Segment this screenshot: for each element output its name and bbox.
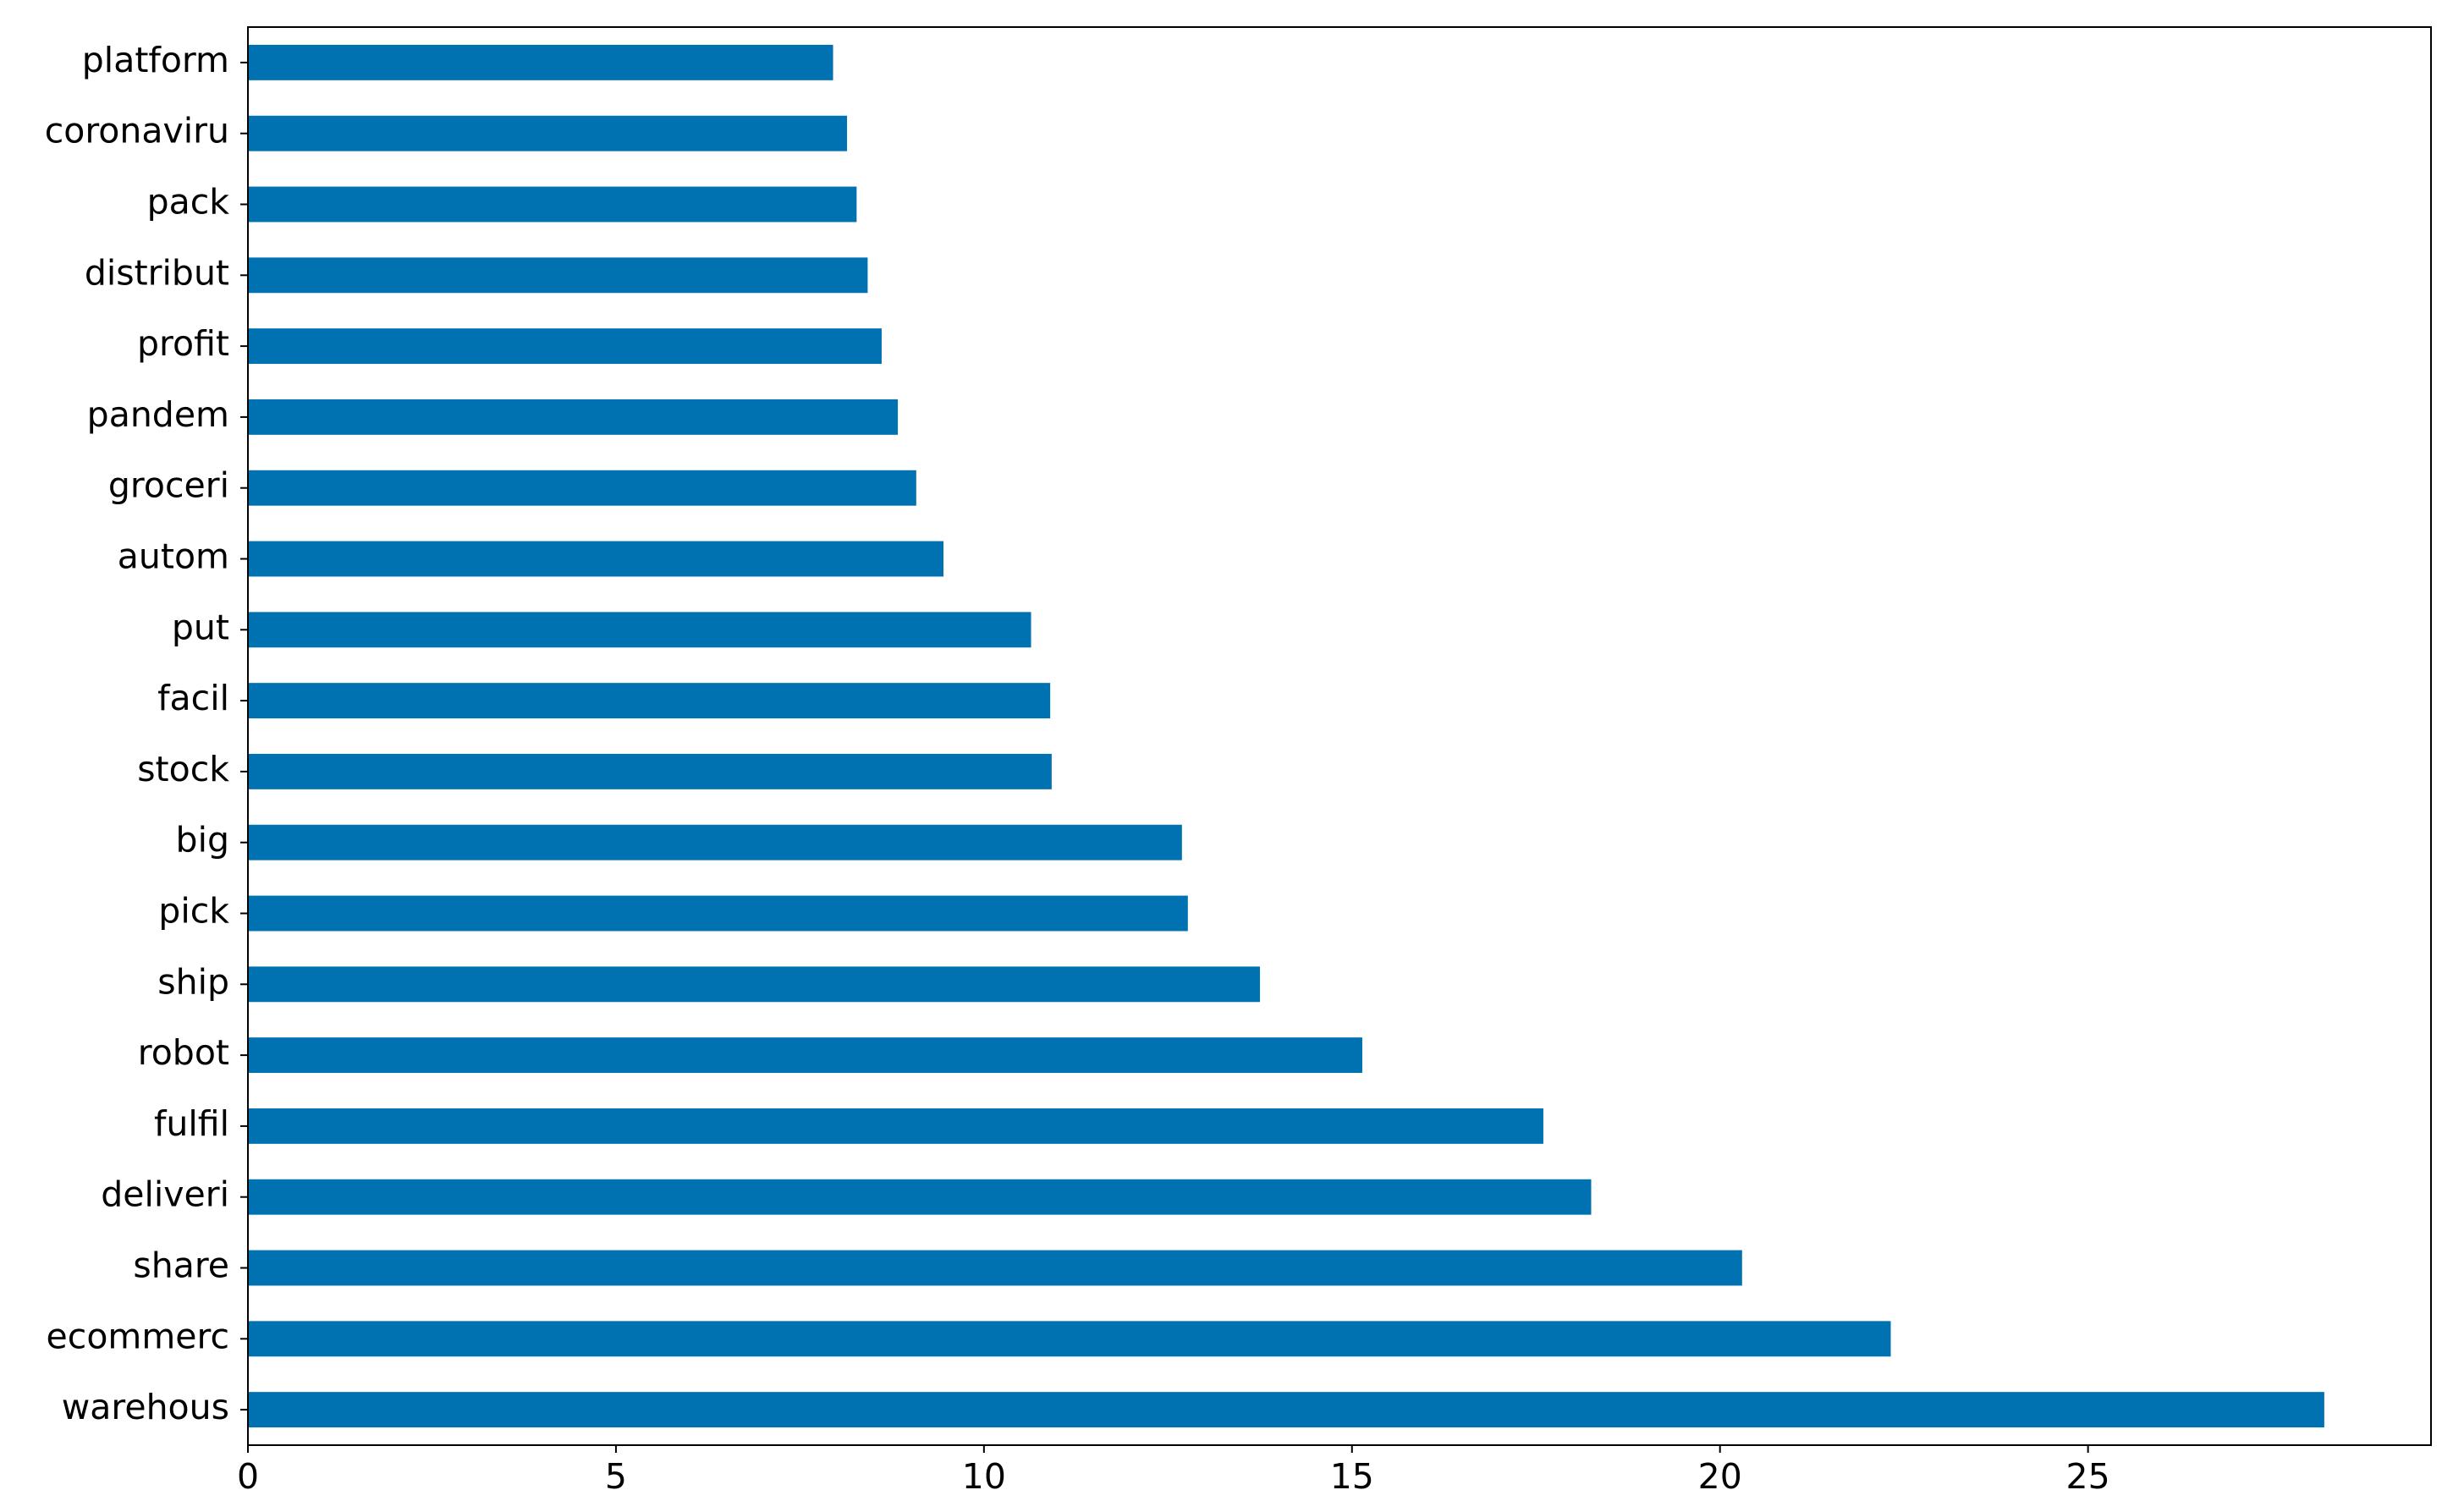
y-tick-label: profit <box>137 323 229 364</box>
x-tick-label: 15 <box>1330 1456 1374 1497</box>
bar <box>248 1392 2324 1428</box>
y-tick-label: coronaviru <box>45 111 229 151</box>
y-tick-label: facil <box>157 678 229 718</box>
bar <box>248 966 1261 1003</box>
bar <box>248 399 899 435</box>
y-tick-label: robot <box>138 1032 229 1073</box>
y-tick-label: ecommerc <box>47 1316 229 1356</box>
bar <box>248 753 1052 789</box>
bar <box>248 541 944 577</box>
y-tick-label: put <box>172 607 229 647</box>
y-tick-label: platform <box>82 40 229 80</box>
x-tick-label: 5 <box>605 1456 627 1497</box>
bar <box>248 683 1051 719</box>
bar <box>248 1179 1592 1215</box>
y-tick-label: deliveri <box>101 1174 229 1215</box>
bar <box>248 612 1031 648</box>
y-tick-label: fulfil <box>154 1103 229 1144</box>
bar <box>248 44 833 80</box>
y-tick-label: pandem <box>87 394 229 435</box>
bar <box>248 1321 1891 1357</box>
bar <box>248 1250 1742 1286</box>
y-tick-label: groceri <box>108 465 229 506</box>
x-tick-label: 0 <box>237 1456 259 1497</box>
y-tick-label: pack <box>147 182 230 223</box>
bar <box>248 895 1188 932</box>
y-tick-label: autom <box>118 536 229 577</box>
bar <box>248 1108 1543 1144</box>
bar <box>248 115 848 151</box>
bar <box>248 257 868 294</box>
x-tick-label: 10 <box>962 1456 1006 1497</box>
x-tick-label: 20 <box>1698 1456 1742 1497</box>
bar <box>248 1037 1362 1074</box>
bar <box>248 470 916 506</box>
bar <box>248 186 857 223</box>
y-tick-label: stock <box>137 749 229 789</box>
plot-frame <box>247 26 2432 1446</box>
y-tick-label: share <box>133 1245 229 1286</box>
y-tick-label: distribut <box>85 252 229 293</box>
y-tick-label: ship <box>157 961 229 1002</box>
y-tick-label: pick <box>158 891 229 932</box>
bar <box>248 824 1182 860</box>
y-tick-label: warehous <box>62 1387 229 1427</box>
bar <box>248 328 882 365</box>
x-tick-label: 25 <box>2066 1456 2110 1497</box>
y-tick-label: big <box>176 820 229 860</box>
